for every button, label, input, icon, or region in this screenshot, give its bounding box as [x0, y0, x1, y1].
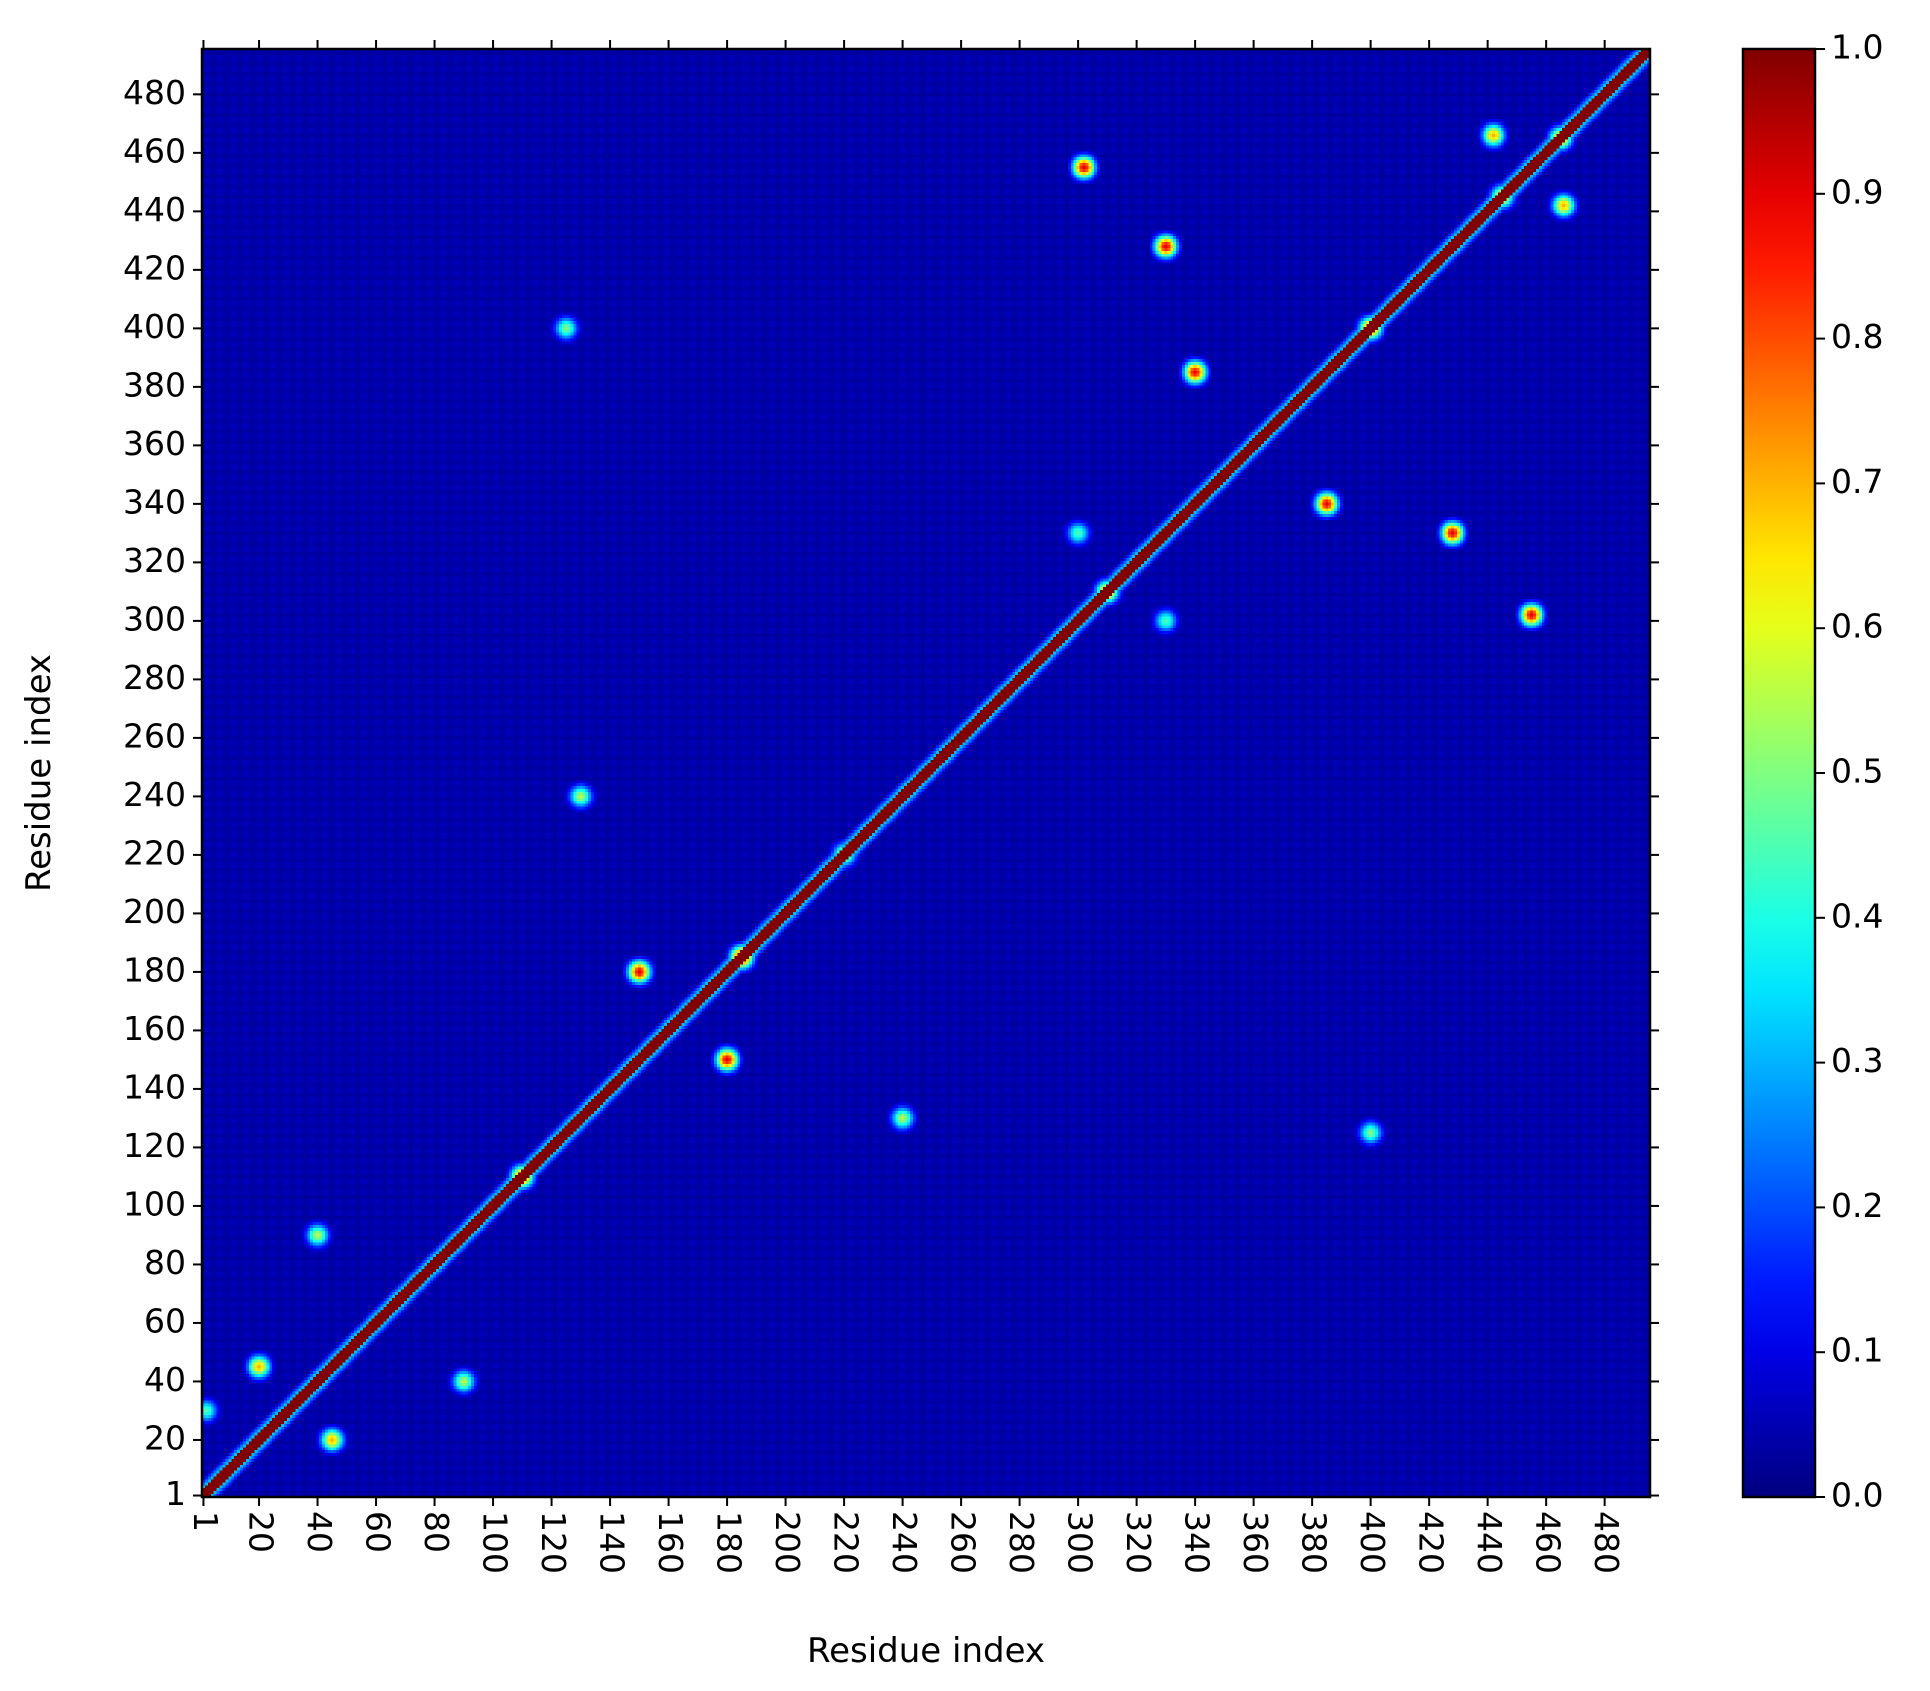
- colorbar-tick-label: 0.5: [1831, 752, 1883, 791]
- colorbar-tick-label: 0.3: [1831, 1041, 1883, 1080]
- colorbar-axis: 0.0 0.1 0.2 0.3 0.4 0.5 0.6 0.7 0.8 0.9 1.0: [1815, 28, 1883, 1515]
- y-tick-label: 100: [123, 1184, 186, 1223]
- heatmap: [202, 49, 1650, 1497]
- y-axis: 1204060801001201401601802002202402602803…: [123, 73, 1659, 1513]
- y-tick-label: 260: [123, 716, 186, 755]
- y-tick-label: 120: [123, 1126, 186, 1165]
- y-tick-label: 380: [123, 365, 186, 404]
- y-axis-label: Residue index: [19, 654, 59, 892]
- x-tick-label: 120: [534, 1511, 573, 1574]
- colorbar-tick-label: 0.1: [1831, 1331, 1883, 1370]
- y-tick-label: 160: [123, 1009, 186, 1048]
- y-tick-label: 480: [123, 73, 186, 112]
- x-axis: 1 20 40 60 80 100 120 140 160 180 200 220 240 260 280 3…: [186, 40, 1626, 1574]
- plot-frame: [200, 47, 1652, 1499]
- colorbar-tick-label: 0.6: [1831, 607, 1883, 646]
- x-tick-label: 240: [885, 1511, 924, 1574]
- y-tick-label: 460: [123, 131, 186, 170]
- x-tick-label: 400: [1353, 1511, 1392, 1574]
- x-tick-label: 1: [186, 1511, 225, 1532]
- x-tick-label: 360: [1236, 1511, 1275, 1574]
- y-tick-label: 240: [123, 775, 186, 814]
- y-tick-label: 340: [123, 482, 186, 521]
- x-tick-label: 200: [768, 1511, 807, 1574]
- colorbar: [1741, 47, 1817, 1499]
- x-tick-label: 100: [476, 1511, 515, 1574]
- x-tick-label: 180: [710, 1511, 749, 1574]
- y-tick-label: 80: [144, 1243, 186, 1282]
- x-tick-label: 440: [1470, 1511, 1509, 1574]
- x-tick-label: 260: [944, 1511, 983, 1574]
- x-tick-label: 320: [1119, 1511, 1158, 1574]
- y-tick-label: 440: [123, 190, 186, 229]
- x-tick-label: 300: [1061, 1511, 1100, 1574]
- y-tick-label: 60: [144, 1301, 186, 1340]
- y-tick-label: 40: [144, 1360, 186, 1399]
- x-tick-label: 380: [1295, 1511, 1334, 1574]
- y-tick-label: 280: [123, 658, 186, 697]
- y-tick-label: 320: [123, 541, 186, 580]
- colorbar-tick-label: 0.9: [1831, 172, 1883, 211]
- x-tick-label: 160: [651, 1511, 690, 1574]
- x-tick-label: 460: [1529, 1511, 1568, 1574]
- y-tick-label: 140: [123, 1067, 186, 1106]
- x-tick-label: 140: [593, 1511, 632, 1574]
- x-tick-label: 20: [242, 1511, 281, 1553]
- y-tick-label: 360: [123, 424, 186, 463]
- x-tick-label: 480: [1587, 1511, 1626, 1574]
- colorbar-tick-label: 0.0: [1831, 1476, 1883, 1515]
- x-tick-label: 60: [359, 1511, 398, 1553]
- x-tick-label: 220: [827, 1511, 866, 1574]
- y-tick-label: 400: [123, 307, 186, 346]
- y-tick-label: 200: [123, 892, 186, 931]
- y-tick-label: 20: [144, 1418, 186, 1457]
- colorbar-tick-label: 0.7: [1831, 462, 1883, 501]
- x-tick-label: 340: [1178, 1511, 1217, 1574]
- colorbar-tick-label: 0.8: [1831, 317, 1883, 356]
- y-tick-label: 1: [165, 1474, 186, 1513]
- heatmap-cells: [202, 49, 1650, 1497]
- colorbar-tick-label: 1.0: [1831, 28, 1883, 67]
- x-tick-label: 420: [1412, 1511, 1451, 1574]
- x-axis-label: Residue index: [807, 1631, 1045, 1671]
- x-tick-label: 80: [417, 1511, 456, 1553]
- colorbar-tick-label: 0.4: [1831, 896, 1883, 935]
- y-tick-label: 220: [123, 833, 186, 872]
- x-tick-label: 40: [300, 1511, 339, 1553]
- colorbar-tick-label: 0.2: [1831, 1186, 1883, 1225]
- y-tick-label: 300: [123, 599, 186, 638]
- x-tick-label: 280: [1002, 1511, 1041, 1574]
- y-tick-label: 180: [123, 950, 186, 989]
- y-tick-label: 420: [123, 248, 186, 287]
